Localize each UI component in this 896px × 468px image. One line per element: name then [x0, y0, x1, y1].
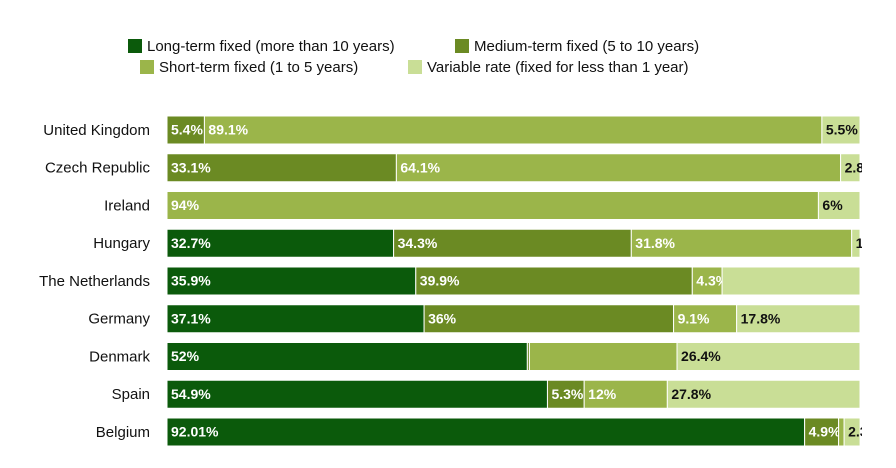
plot-area: 5.4% 89.1% 5.5% 33.1% 64.1% 2.8% 94% 6% 32.7% 34.…: [166, 115, 888, 447]
data-label: 36%: [428, 310, 457, 326]
data-label: 35.9%: [171, 273, 211, 289]
bar-segment: [676, 342, 861, 371]
legend-swatch: [128, 39, 142, 53]
bar-segment: [817, 191, 861, 220]
data-label: 39.9%: [420, 273, 460, 289]
bar-segment: [840, 153, 861, 183]
data-label: 54.9%: [171, 386, 211, 402]
bar-segment: [166, 379, 548, 409]
y-tick-label: Denmark: [89, 348, 150, 365]
data-label: 4.9%: [809, 424, 841, 440]
legend-label: Medium-term fixed (5 to 10 years): [474, 38, 699, 55]
bar-segment: [546, 379, 585, 409]
y-tick-label: The Netherlands: [39, 273, 150, 290]
bar-segment: [721, 266, 861, 296]
bar-segment: [166, 417, 806, 447]
data-label: 89.1%: [208, 122, 248, 138]
data-label: 5.3%: [551, 386, 583, 402]
legend: Long-term fixed (more than 10 years) Medi…: [128, 38, 699, 76]
bar-segment: [166, 266, 417, 296]
data-label: 33.1%: [171, 159, 211, 175]
bar-segment: [166, 153, 397, 183]
bar-segment: [415, 266, 693, 296]
legend-label: Variable rate (fixed for less than 1 yea…: [427, 59, 689, 76]
bar-segment: [395, 153, 842, 183]
data-label: 64.1%: [400, 159, 440, 175]
bar-segment: [583, 379, 668, 409]
y-tick-label: Spain: [112, 386, 150, 403]
legend-swatch: [455, 39, 469, 53]
data-label: 34.3%: [398, 235, 438, 251]
data-label: 92.01%: [171, 424, 219, 440]
data-label: 5.5%: [826, 122, 858, 138]
bar-segment: [736, 304, 861, 334]
y-tick-label: Belgium: [96, 424, 150, 441]
bar-segment: [166, 304, 425, 334]
y-tick-label: Ireland: [104, 197, 150, 214]
data-label: 5.4%: [171, 122, 203, 138]
legend-label: Short-term fixed (1 to 5 years): [159, 59, 358, 76]
bar-segment: [166, 228, 395, 258]
data-label: 94%: [171, 197, 200, 213]
y-tick-label: Germany: [88, 311, 150, 328]
data-label: 12%: [588, 386, 617, 402]
data-label: 26.4%: [681, 348, 721, 364]
bar-segment: [821, 115, 861, 145]
data-label: 52%: [171, 348, 200, 364]
bar-segment: [843, 417, 861, 447]
data-label: 27.8%: [671, 386, 711, 402]
y-tick-label: Czech Republic: [45, 160, 151, 177]
bar-segment: [166, 342, 528, 371]
legend-swatch: [408, 60, 422, 74]
data-label: 2.8%: [845, 159, 877, 175]
data-label: 32.7%: [171, 235, 211, 251]
bar-segment: [203, 115, 823, 145]
bar-segment: [666, 379, 861, 409]
bar-segment: [166, 115, 205, 145]
bar-segment: [393, 228, 632, 258]
data-label: 4.3%: [696, 273, 728, 289]
bar-segment: [838, 417, 845, 447]
y-tick-label: United Kingdom: [43, 122, 150, 139]
bar-segment: [423, 304, 675, 334]
bar-segment: [691, 266, 723, 296]
data-label: 31.8%: [635, 235, 675, 251]
data-label: 17.8%: [741, 310, 781, 326]
legend-swatch: [140, 60, 154, 74]
bar-segment: [851, 228, 861, 258]
y-tick-label: Hungary: [93, 235, 150, 252]
legend-label: Long-term fixed (more than 10 years): [147, 38, 395, 55]
data-label: 6%: [822, 197, 843, 213]
data-label: 37.1%: [171, 310, 211, 326]
data-label: 2.3%: [848, 424, 880, 440]
data-label: 1.2%: [856, 235, 888, 251]
bar-segment: [166, 191, 819, 220]
data-label: 9.1%: [678, 310, 710, 326]
bar-segment: [804, 417, 840, 447]
bar-segment: [528, 342, 678, 371]
